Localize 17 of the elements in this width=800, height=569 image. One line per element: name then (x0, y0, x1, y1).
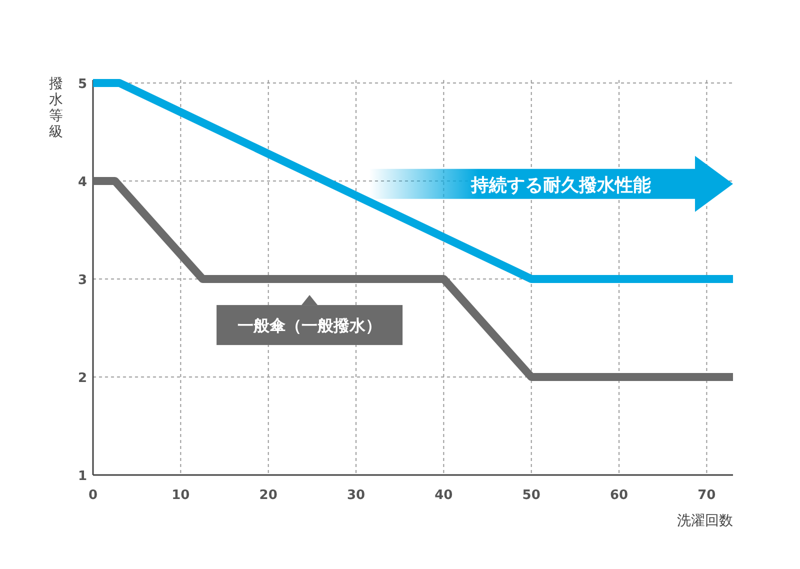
x-axis-title: 洗濯回数 (677, 513, 733, 529)
y-tick-label: 3 (78, 272, 87, 288)
y-tick-label: 1 (78, 469, 87, 484)
x-tick-label: 30 (346, 488, 366, 503)
x-tick-label: 0 (88, 488, 98, 503)
legend-label: 一般傘（一般撥水） (238, 316, 382, 336)
x-tick-label: 20 (259, 488, 278, 503)
x-tick-label: 60 (610, 488, 628, 503)
x-tick-label: 10 (172, 488, 190, 503)
y-axis-title: 撥水等級 (49, 76, 63, 140)
x-tick-label: 50 (522, 488, 540, 503)
x-tick-label: 40 (434, 488, 453, 503)
y-tick-label: 4 (78, 174, 87, 190)
y-tick-label: 5 (78, 76, 87, 92)
y-tick-label: 2 (78, 370, 87, 386)
x-tick-label: 70 (698, 488, 716, 503)
annotation: 持続する耐久撥水性能 (470, 174, 652, 196)
